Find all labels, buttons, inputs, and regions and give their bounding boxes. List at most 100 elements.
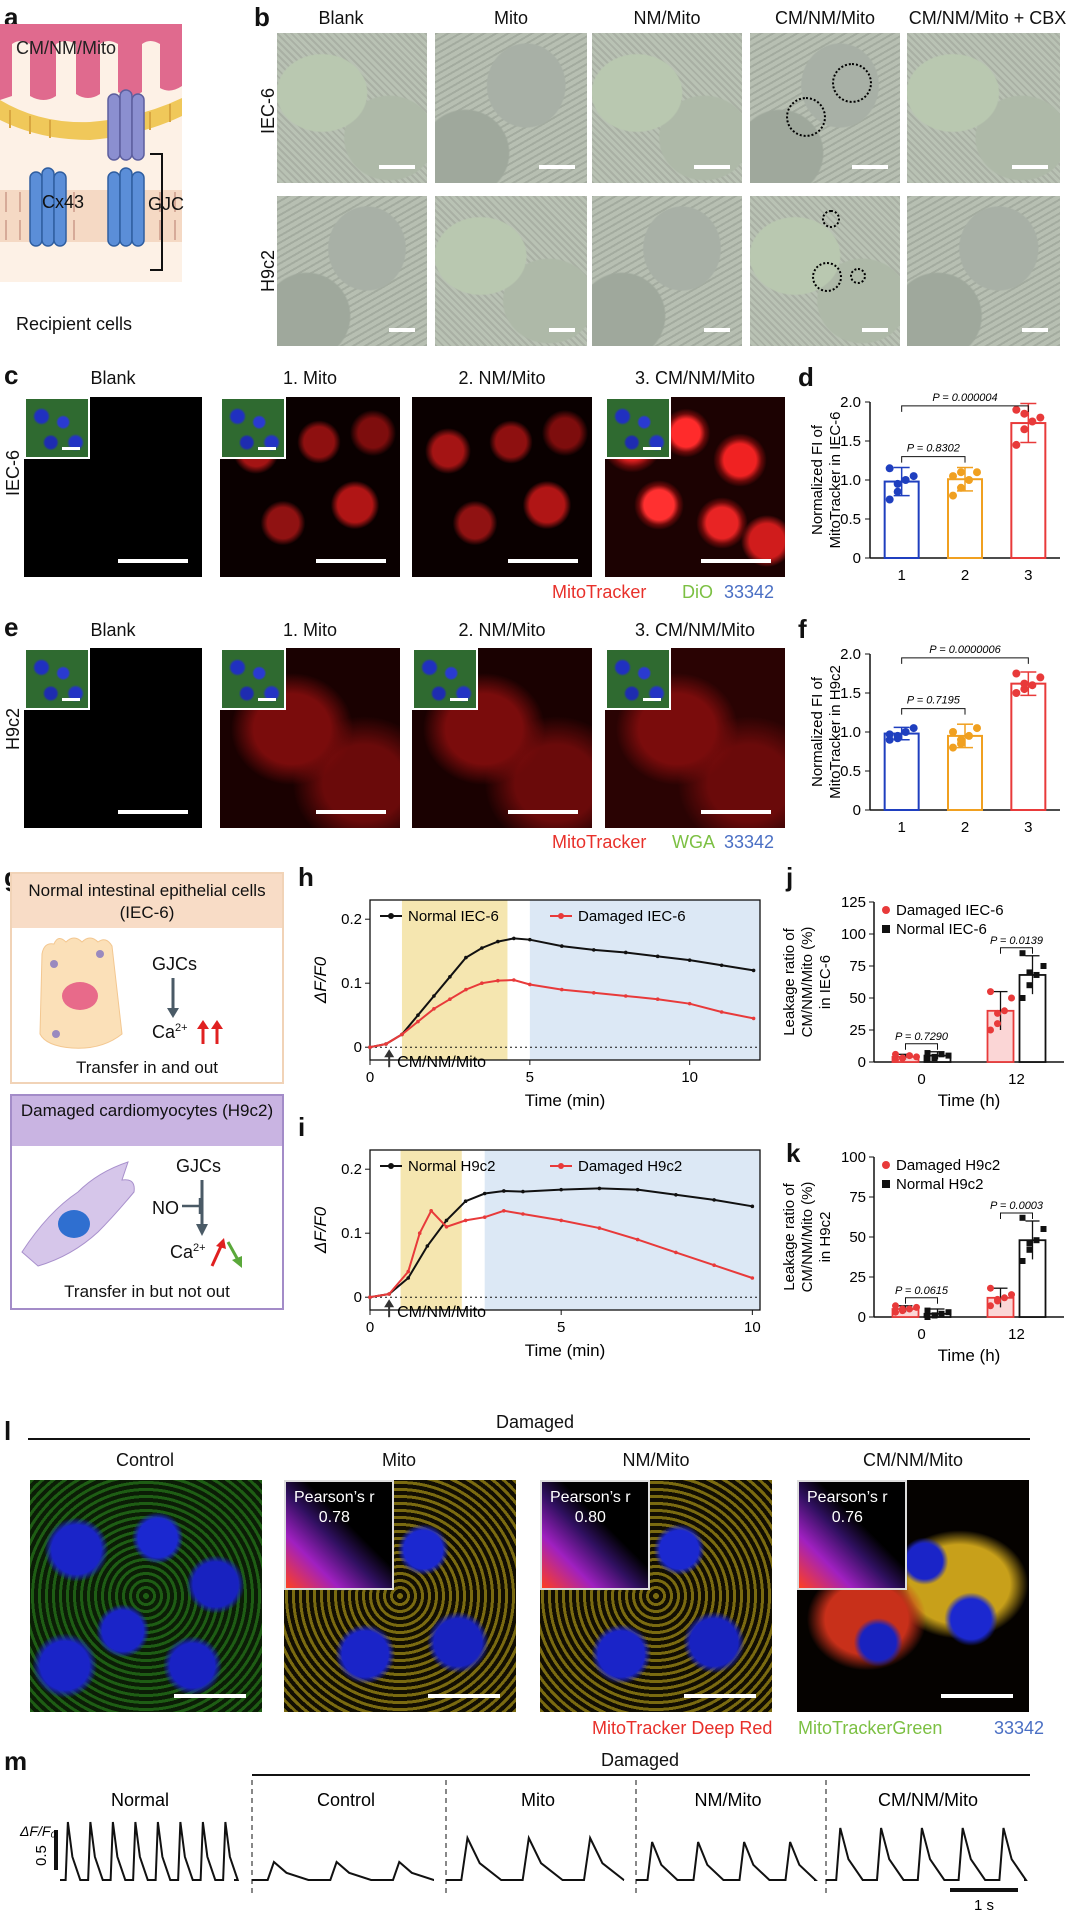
series-point	[496, 939, 500, 944]
panel-letter-l: l	[4, 1416, 12, 1446]
data-point	[901, 728, 910, 736]
y-label-line: CM/NM/Mito (%)	[799, 927, 816, 1038]
l-header-line	[28, 1438, 1030, 1440]
injection-arrowhead	[384, 1299, 395, 1308]
cx43-label: Cx43	[42, 192, 85, 212]
b-img-iec6-mito	[435, 33, 587, 183]
p-value: P = 0.7290	[895, 1031, 949, 1043]
e-col-nm-mito: 2. NM/Mito	[458, 620, 546, 640]
y-label-line: Normalized FI of	[809, 676, 826, 787]
data-point	[1019, 1214, 1026, 1221]
x-tick-label: 3	[1024, 819, 1032, 836]
y-tick-label: 1.5	[840, 433, 861, 450]
sig-bracket	[901, 708, 966, 715]
g-top-caption: Transfer in and out	[75, 1058, 219, 1077]
y-tick-label: 1.0	[840, 472, 861, 489]
trace-column-label: Control	[317, 1790, 375, 1810]
data-point	[913, 1303, 920, 1311]
legend-label: Normal H9c2	[408, 1158, 496, 1175]
series-point	[750, 1276, 755, 1280]
data-point	[1033, 971, 1040, 978]
series-point	[712, 1198, 716, 1202]
series-point	[597, 1226, 602, 1230]
injection-label: CM/NM/Mito	[397, 1304, 486, 1321]
x-scale-value: 1 s	[974, 1897, 994, 1914]
injection-label: CM/NM/Mito	[397, 1054, 486, 1071]
injection-arrowhead	[384, 1049, 395, 1058]
g-damaged-title: Damaged cardiomyocytes (H9c2)	[12, 1096, 282, 1146]
c-img-cm-nm-mito	[605, 397, 785, 577]
data-point	[973, 724, 981, 733]
panel-letter-m: m	[4, 1746, 28, 1776]
y-tick-label: 125	[841, 894, 866, 911]
l-stain-33342: 33342	[994, 1718, 1045, 1738]
g-inhibit-arrow-icon	[182, 1180, 208, 1236]
l-pearson-label-mito: Pearson’s r 0.78	[294, 1489, 375, 1526]
x-tick-label: 12	[1008, 1071, 1025, 1088]
series-point	[482, 1191, 487, 1196]
y-scale-label: ΔF/F₀	[19, 1823, 56, 1839]
c-col-mito: 1. Mito	[282, 368, 338, 388]
c-col-nm-mito: 2. NM/Mito	[458, 368, 546, 388]
data-point	[899, 1305, 906, 1313]
c-stain-mitotracker: MitoTracker	[552, 582, 647, 602]
data-point	[901, 476, 910, 484]
l-col-mito: Mito	[381, 1450, 416, 1470]
series-point	[674, 1193, 678, 1197]
series-point	[444, 1225, 449, 1229]
c-img-nm-mito	[412, 397, 592, 577]
g-no-label: NO	[152, 1198, 179, 1218]
l-stain-deep-red: MitoTracker Deep Red	[592, 1718, 773, 1738]
g-top-calcium: Ca2+	[152, 1022, 188, 1042]
g-epithelial-cell-illustration	[39, 937, 123, 1049]
x-tick-label: 1	[897, 819, 905, 836]
y-tick-label: 0	[354, 1039, 362, 1056]
x-tick-label: 2	[961, 819, 969, 836]
y-tick-label: 50	[849, 990, 866, 1007]
trace	[252, 1860, 435, 1881]
legend-label: Damaged H9c2	[578, 1158, 682, 1175]
y-axis-label: ΔF/F0	[311, 956, 330, 1004]
data-point	[957, 483, 965, 492]
series-point	[387, 1292, 391, 1296]
y-tick-label: 50	[849, 1229, 866, 1246]
data-point	[1008, 994, 1015, 1002]
data-point	[893, 479, 902, 488]
series-point	[425, 1244, 430, 1248]
legend-label: Normal IEC-6	[408, 908, 499, 925]
panel-a-title: CM/NM/Mito	[16, 38, 116, 58]
series-point	[448, 997, 452, 1001]
y-label-line: Leakage ratio of	[781, 927, 798, 1035]
data-point	[949, 491, 957, 500]
x-tick-label: 2	[961, 567, 969, 584]
g-bottom-calcium: Ca2+	[170, 1242, 206, 1262]
g-damaged-box: Damaged cardiomyocytes (H9c2) GJCs NO Ca…	[10, 1094, 284, 1310]
trace	[60, 1821, 240, 1881]
b-img-h9c2-nm-mito	[592, 196, 742, 346]
series-point	[368, 1295, 372, 1299]
data-point	[1028, 417, 1037, 426]
g-cardiomyocyte-illustration	[21, 1161, 135, 1267]
y-tick-label: 0.5	[840, 511, 861, 528]
data-point	[913, 1053, 920, 1061]
l-stain-green: MitoTrackerGreen	[798, 1718, 943, 1738]
b-img-h9c2-cm-nm-mito	[750, 196, 900, 346]
y-tick-label: 1.0	[840, 724, 861, 741]
data-point	[892, 1050, 899, 1058]
data-point	[924, 1050, 931, 1057]
b-col-cm-nm-mito-cbx: CM/NM/Mito + CBX	[908, 8, 1067, 28]
series-point	[368, 1045, 372, 1049]
c-stain-33342: 33342	[724, 582, 775, 602]
data-point	[945, 1309, 952, 1316]
series-point	[429, 1209, 433, 1213]
plot-frame	[369, 1149, 761, 1311]
y-tick-label: 1.5	[840, 685, 861, 702]
data-point	[1020, 425, 1029, 434]
data-point	[949, 728, 957, 736]
y-tick-label: 100	[841, 926, 866, 943]
y-axis-label: Normalized FI ofMitoTracker in IEC-6	[809, 412, 844, 549]
series-point	[751, 968, 756, 973]
y-tick-label: 0	[853, 802, 861, 819]
data-point	[1001, 1007, 1008, 1015]
